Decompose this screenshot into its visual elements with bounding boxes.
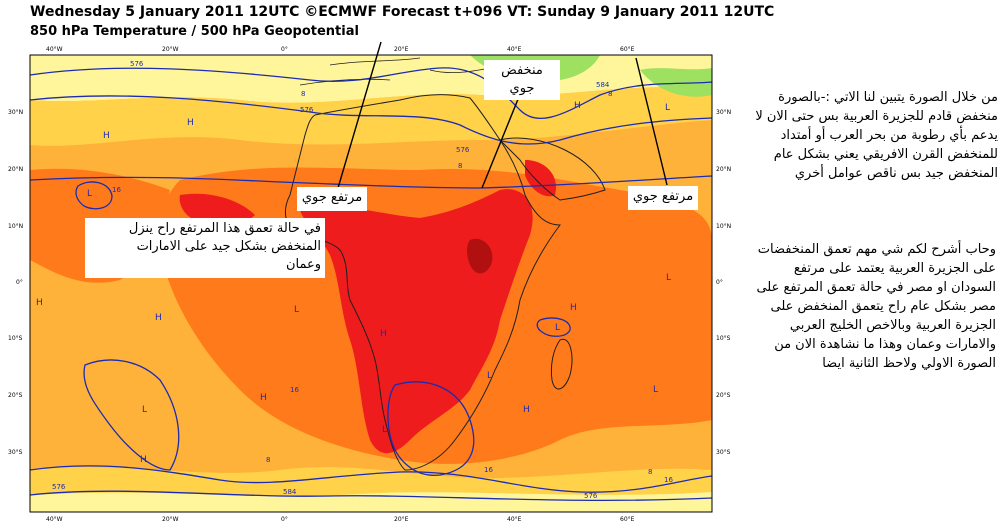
commentary-line: والامارات وعمان وهذا ما نشاهدة الان من (774, 337, 996, 352)
commentary-line: الصورة الاولي ولاحظ الثانية ايضا (822, 356, 996, 371)
high-pressure-label-right: مرتفع جوي (628, 186, 698, 208)
tick-label: 60°E (620, 516, 635, 523)
left-axis: 30°N 20°N 10°N 0° 10°S 20°S 30°S (8, 109, 23, 456)
pressure-mark: L (653, 385, 658, 395)
temperature-field: H H L H H L H L L H L L L H H L H L H 57… (30, 55, 712, 512)
contour-label: 8 (266, 456, 270, 464)
commentary-line: المنخفض جيد بس ناقص عوامل أخري (794, 166, 998, 181)
tick-label: 10°S (8, 335, 23, 342)
pressure-mark: L (555, 323, 560, 333)
right-axis: 30°N 20°N 10°N 0° 10°S 20°S 30°S (716, 109, 731, 456)
tick-label: 20°N (8, 166, 23, 173)
commentary-line: على الجزيرة العربية يعتمد على مرتفع (793, 261, 996, 276)
bottom-axis: 40°W 20°W 0° 20°E 40°E 60°E (46, 516, 635, 523)
contour-label: 576 (52, 483, 66, 491)
tick-label: 20°N (716, 166, 731, 173)
contour-label: 16 (484, 466, 493, 474)
contour-label: 576 (300, 106, 314, 114)
tick-label: 0° (281, 516, 288, 523)
pressure-mark: L (487, 371, 492, 381)
pressure-mark: L (294, 305, 299, 315)
pressure-mark: H (574, 101, 581, 111)
pressure-mark: H (380, 329, 387, 339)
contour-label: 584 (596, 81, 610, 89)
tick-label: 30°N (8, 109, 23, 116)
high-pressure-label-center: مرتفع جوي (297, 187, 367, 209)
explanation-line: وعمان (285, 257, 321, 272)
contour-label: 8 (458, 162, 462, 170)
commentary-line: للمنخفض القرن الافريقي يعني بشكل عام (773, 147, 998, 162)
pressure-mark: L (665, 103, 670, 113)
pressure-mark: H (260, 393, 267, 403)
commentary-line: مصر بشكل عام راح يتعمق المنخفض على (770, 299, 996, 314)
commentary-line: من خلال الصورة يتبين لنا الاتي :-بالصورة (778, 90, 998, 105)
explanation-box: في حالة تعمق هذا المرتفع راح ينزل المنخف… (85, 218, 325, 278)
tick-label: 10°S (716, 335, 731, 342)
contour-label: 8 (301, 90, 305, 98)
contour-labels: 576 584 8 16 576 8 576 16 8 16 8 16 584 … (52, 60, 673, 500)
contour-lines (30, 67, 712, 502)
tick-label: 40°W (46, 46, 63, 53)
tick-label: 0° (716, 279, 723, 286)
pressure-mark: L (666, 273, 671, 283)
pressure-mark: L (142, 405, 147, 415)
tick-label: 30°S (716, 449, 731, 456)
tick-label: 10°N (716, 223, 731, 230)
commentary-block-1: من خلال الصورة يتبين لنا الاتي :-بالصورة… (722, 88, 998, 183)
tick-label: 20°S (716, 392, 731, 399)
tick-label: 10°N (8, 223, 23, 230)
contour-label: 584 (283, 488, 297, 496)
map-frame (29, 54, 713, 513)
tick-label: 0° (281, 46, 288, 53)
pressure-centers: H H L H H L H L L H L L L H H L H L H (36, 101, 671, 465)
tick-label: 40°E (507, 46, 522, 53)
pressure-mark: H (103, 131, 110, 141)
contour-label: 576 (130, 60, 144, 68)
commentary-line: السودان او مصر في حالة تعمق المرتفع على (756, 280, 996, 295)
top-axis: 40°W 20°W 0° 20°E 40°E 60°E (46, 46, 635, 53)
low-pressure-label: منخفض جوي (484, 60, 560, 100)
tick-label: 0° (16, 279, 23, 286)
commentary-block-2: وحاب أشرح لكم شي مهم تعمق المنخفضات على … (716, 240, 996, 373)
tick-label: 20°W (162, 46, 179, 53)
commentary-line: الجزيرة العربية وبالاخص الخليج العربي (789, 318, 996, 333)
tick-label: 40°E (507, 516, 522, 523)
pressure-mark: L (87, 189, 92, 199)
contour-label: 576 (584, 492, 598, 500)
tick-label: 30°N (716, 109, 731, 116)
commentary-line: يدعم بأي رطوبة من بحر العرب أو أمتداد (780, 128, 998, 143)
tick-label: 20°E (394, 46, 409, 53)
commentary-line: منخفض قادم للجزيرة العربية بس حتى الان ل… (755, 109, 998, 124)
pressure-mark: L (382, 425, 387, 435)
pressure-mark: H (140, 455, 147, 465)
explanation-line: في حالة تعمق هذا المرتفع راح ينزل (128, 221, 321, 236)
tick-label: 20°W (162, 516, 179, 523)
tick-label: 30°S (8, 449, 23, 456)
contour-label: 8 (648, 468, 652, 476)
tick-label: 20°E (394, 516, 409, 523)
pressure-mark: H (155, 313, 162, 323)
pressure-mark: H (523, 405, 530, 415)
pressure-mark: H (187, 118, 194, 128)
map-title: Wednesday 5 January 2011 12UTC ©ECMWF Fo… (30, 4, 775, 20)
tick-label: 40°W (46, 516, 63, 523)
contour-label: 16 (664, 476, 673, 484)
map-subtitle: 850 hPa Temperature / 500 hPa Geopotenti… (30, 24, 359, 39)
pressure-mark: H (570, 303, 577, 313)
contour-label: 16 (112, 186, 121, 194)
tick-label: 60°E (620, 46, 635, 53)
tick-label: 20°S (8, 392, 23, 399)
contour-label: 576 (456, 146, 470, 154)
explanation-line: المنخفض بشكل جيد على الامارات (136, 239, 321, 254)
contour-label: 16 (290, 386, 299, 394)
contour-label: 8 (608, 90, 612, 98)
commentary-line: وحاب أشرح لكم شي مهم تعمق المنخفضات (757, 242, 996, 257)
pressure-mark: H (36, 298, 43, 308)
